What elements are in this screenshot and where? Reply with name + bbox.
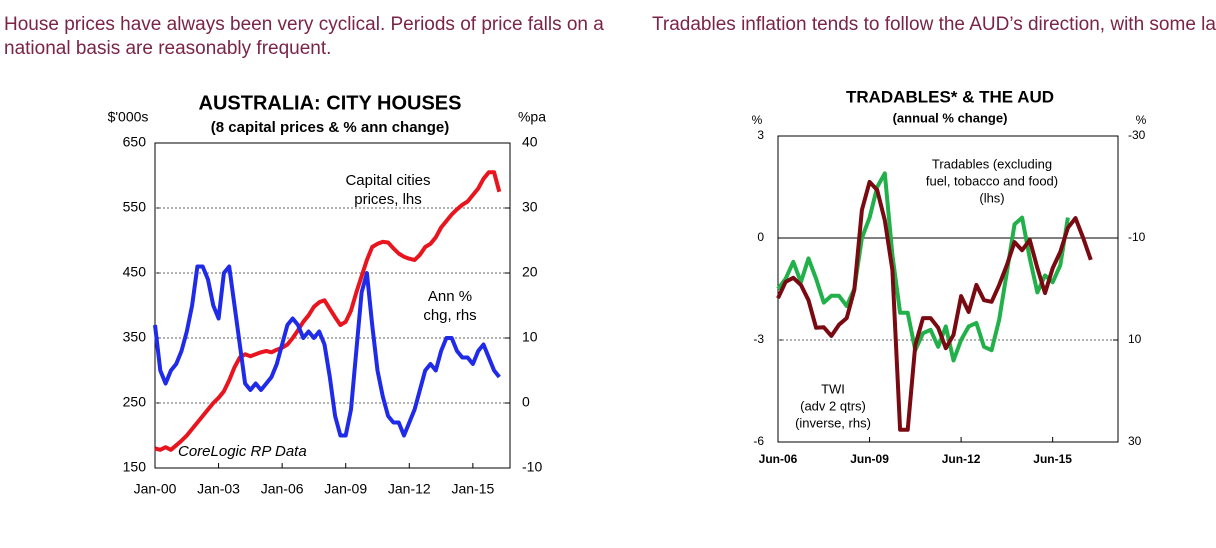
y-axis-label: % [752,113,763,127]
y-tick-label: 650 [123,134,147,150]
y2-tick-label: 40 [522,134,538,150]
chart-title: TRADABLES* & THE AUD [846,87,1054,106]
chart-subtitle: (annual % change) [893,110,1008,125]
plot-frame [154,142,511,469]
annotation: Tradables (excluding [932,156,1052,171]
annotation: CoreLogic RP Data [178,443,307,460]
annotation: prices, lhs [354,191,422,208]
y2-tick-label: -10 [1128,230,1146,244]
chart: TRADABLES* & THE AUD(annual % change)% %-… [752,87,1147,466]
annotation: Capital cities [345,172,430,189]
chart-title: AUSTRALIA: CITY HOUSES [199,92,462,114]
series-line [776,171,1070,363]
annotation: chg, rhs [423,307,476,324]
x-tick-label: Jun-06 [759,452,798,466]
x-tick-label: Jan-06 [261,481,304,497]
chart: AUSTRALIA: CITY HOUSES (8 capital prices … [108,92,547,496]
y2-tick-label: 10 [1128,332,1142,346]
y2-tick-label: 10 [522,329,538,345]
x-tick-label: Jan-03 [197,481,240,497]
x-tick-label: Jun-09 [850,452,889,466]
y2-tick-label: 20 [522,264,538,280]
series-line [153,264,501,438]
y-tick-label: 450 [123,264,147,280]
y-tick-label: -3 [753,332,764,346]
annotation: (lhs) [979,190,1004,205]
annotation: (adv 2 qtrs) [800,398,866,413]
y2-tick-label: -10 [522,459,542,475]
annotation: TWI [821,381,845,396]
chart-subtitle: (8 capital prices & % ann change) [211,119,449,136]
y-tick-label: 150 [123,459,147,475]
series-line [776,179,1093,432]
y-tick-label: 550 [123,199,147,215]
y-tick-label: 350 [123,329,147,345]
y2-axis-label: % [1136,113,1147,127]
annotation: (inverse, rhs) [795,415,871,430]
y-tick-label: 0 [757,230,764,244]
x-tick-label: Jun-15 [1033,452,1072,466]
series-line [154,170,502,452]
y-axis-label: $'000s [108,109,149,125]
y2-tick-label: 0 [522,394,530,410]
y-tick-label: -6 [753,434,764,448]
annotation: fuel, tobacco and food) [926,173,1058,188]
y2-tick-label: 30 [1128,434,1142,448]
x-tick-label: Jan-09 [324,481,367,497]
x-tick-label: Jan-12 [388,481,431,497]
y-tick-label: 250 [123,394,147,410]
y-tick-label: 3 [757,128,764,142]
x-tick-label: Jan-00 [134,481,177,497]
y2-tick-label: -30 [1128,128,1146,142]
x-tick-label: Jun-12 [942,452,981,466]
y2-tick-label: 30 [522,199,538,215]
x-tick-label: Jan-15 [451,481,494,497]
annotation: Ann % [428,288,472,305]
caption: Tradables inflation tends to follow the … [652,14,1216,35]
caption: House prices have always been very cycli… [4,14,604,59]
y2-axis-label: %pa [518,109,546,125]
